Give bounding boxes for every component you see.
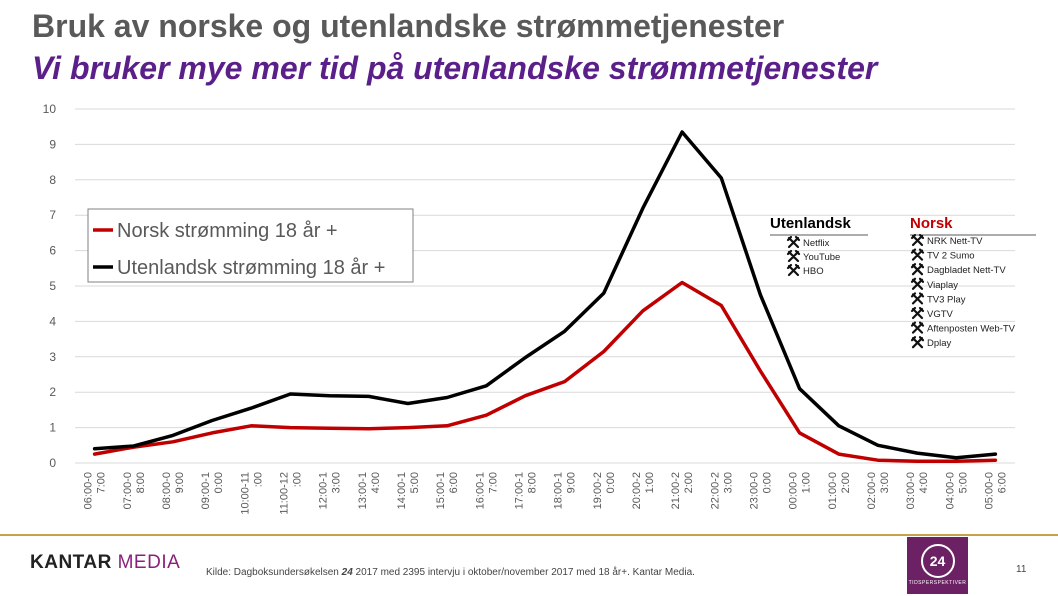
x-tick-label-16: 22:00-23:00 <box>709 472 734 509</box>
x-tick-label-7: 13:00-14:00 <box>357 472 382 509</box>
x-tick-label-20: 02:00-03:00 <box>866 472 891 509</box>
y-tick-label-10: 10 <box>43 102 57 116</box>
x-tick-label-18: 00:00-01:00 <box>788 472 813 509</box>
norwegian-service-4: TV3 Play <box>927 294 966 305</box>
x-tick-label-5: 11:00-12:00 <box>278 472 303 515</box>
hammer-icon-norwegian-7 <box>910 336 925 349</box>
foreign-service-0: Netflix <box>803 238 830 249</box>
y-tick-label-8: 8 <box>49 173 56 187</box>
x-tick-label-15: 21:00-22:00 <box>670 472 695 509</box>
page-number: 11 <box>1016 564 1027 575</box>
x-tick-label-11: 17:00-18:00 <box>513 472 538 509</box>
hammer-icon-norwegian-5 <box>910 306 925 320</box>
page-title: Bruk av norske og utenlandske strømmetje… <box>32 8 785 44</box>
y-tick-label-2: 2 <box>49 385 56 399</box>
legend-label-1: Utenlandsk strømming 18 år + <box>117 257 385 279</box>
hammer-icon-norwegian-3 <box>910 277 925 290</box>
y-tick-label-0: 0 <box>49 456 56 470</box>
badge-number: 24 <box>920 544 955 578</box>
x-tick-label-1: 07:00-08:00 <box>122 472 147 509</box>
x-tick-label-4: 10:00-11:00 <box>239 472 264 515</box>
x-tick-label-17: 23:00-00:00 <box>748 472 773 509</box>
x-tick-label-2: 08:00-09:00 <box>161 472 186 509</box>
hammer-icon-foreign-2 <box>786 263 801 277</box>
hammer-icon-foreign-1 <box>786 249 801 263</box>
foreign-heading: Utenlandsk <box>770 215 852 232</box>
x-tick-label-23: 05:00-06:00 <box>983 472 1008 509</box>
series-line-1 <box>92 130 998 460</box>
chart-legend-box <box>87 208 414 283</box>
x-tick-label-13: 19:00-20:00 <box>592 472 617 509</box>
x-tick-label-22: 04:00-05:00 <box>944 472 969 509</box>
y-tick-label-5: 5 <box>49 279 56 293</box>
x-tick-label-3: 09:00-10:00 <box>200 472 225 509</box>
badge-caption: TIDSPERSPEKTIVER <box>908 580 967 586</box>
y-tick-label-7: 7 <box>49 208 56 222</box>
norwegian-service-6: Aftenposten Web-TV <box>927 324 1016 335</box>
norwegian-service-0: NRK Nett-TV <box>927 236 983 247</box>
x-tick-label-12: 18:00-19:00 <box>553 472 578 509</box>
kantar-media-logo: KANTAR MEDIA <box>30 552 181 573</box>
hammer-icon-norwegian-2 <box>910 263 925 276</box>
y-tick-label-9: 9 <box>49 137 56 151</box>
survey-24-badge: 24 TIDSPERSPEKTIVER <box>907 537 968 594</box>
norwegian-service-7: Dplay <box>927 338 952 349</box>
source-note: Kilde: Dagboksundersøkelsen 24 2017 med … <box>206 567 695 578</box>
x-tick-label-6: 12:00-13:00 <box>318 472 343 509</box>
hammer-icon-norwegian-4 <box>910 292 925 305</box>
norwegian-service-5: VGTV <box>927 309 954 320</box>
x-tick-label-10: 16:00-17:00 <box>474 472 499 509</box>
norwegian-service-2: Dagbladet Nett-TV <box>927 265 1006 276</box>
series-line-0 <box>92 280 998 463</box>
y-tick-label-3: 3 <box>49 350 56 364</box>
y-tick-label-4: 4 <box>49 314 56 328</box>
x-tick-label-9: 15:00-16:00 <box>435 472 460 509</box>
hammer-icon-norwegian-1 <box>910 248 925 261</box>
page-subtitle: Vi bruker mye mer tid på utenlandske str… <box>32 50 878 86</box>
legend-label-0: Norsk strømming 18 år + <box>117 220 338 242</box>
footer-divider <box>0 534 1058 536</box>
hammer-icon-foreign-0 <box>786 235 801 249</box>
foreign-service-2: HBO <box>803 266 824 277</box>
y-tick-label-6: 6 <box>49 244 56 258</box>
foreign-service-1: YouTube <box>803 252 840 263</box>
hammer-icon-norwegian-0 <box>910 233 925 247</box>
x-tick-label-0: 06:00-07:00 <box>83 472 108 509</box>
x-tick-label-8: 14:00-15:00 <box>396 472 421 509</box>
streaming-line-chart: 0 1 2 3 4 5 6 7 8 9 10 06:00-07:00 07:00-08:00 08:00-… <box>43 102 1036 515</box>
norwegian-service-1: TV 2 Sumo <box>927 251 975 262</box>
norwegian-service-3: Viaplay <box>927 280 958 291</box>
norwegian-heading: Norsk <box>910 215 953 232</box>
x-tick-label-19: 01:00-02:00 <box>827 472 852 509</box>
x-tick-label-21: 03:00-04:00 <box>905 472 930 509</box>
hammer-icon-norwegian-6 <box>910 321 925 334</box>
x-tick-label-14: 20:00-21:00 <box>631 472 656 509</box>
y-tick-label-1: 1 <box>49 421 56 435</box>
